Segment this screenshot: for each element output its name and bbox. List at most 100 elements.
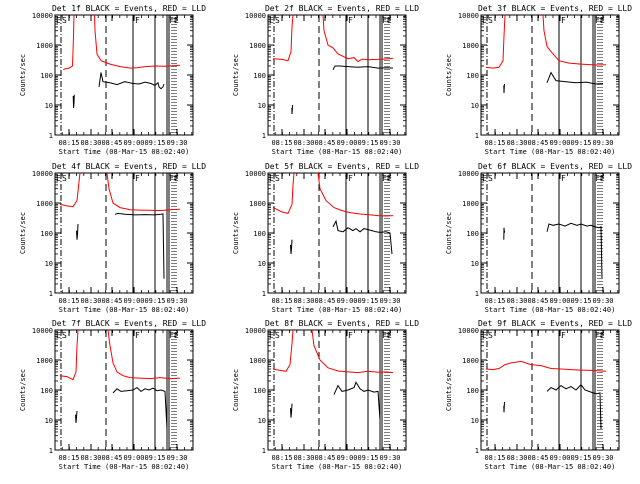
- marker-label-F: F: [135, 16, 140, 25]
- red-lld-line: [317, 173, 394, 217]
- x-tick-label: 09:30: [166, 454, 187, 462]
- x-tick-label: 08:45: [527, 139, 548, 147]
- black-events-line: [112, 386, 168, 430]
- x-tick-label: 08:45: [314, 139, 335, 147]
- y-axis-label: Counts/sec: [19, 369, 27, 411]
- y-tick-label: 1: [475, 290, 479, 298]
- x-axis-label: Start Time (08-Mar-15 08:02:40): [59, 148, 190, 156]
- marker-lines: [273, 173, 390, 293]
- panel-8: Det 8f BLACK = Events, RED = LLD 1 10 100 10…: [232, 319, 419, 471]
- y-tick-label: 100: [466, 387, 479, 395]
- x-tick-label: 08:45: [527, 454, 548, 462]
- black-events-line: [503, 227, 506, 240]
- x-tick-label: 09:30: [166, 139, 187, 147]
- red-lld-line: [272, 330, 294, 372]
- y-tick-label: 10000: [32, 327, 53, 335]
- red-lld-line: [62, 15, 75, 71]
- panel-title: Det 9f BLACK = Events, RED = LLD: [478, 319, 632, 328]
- y-tick-label: 100: [40, 387, 53, 395]
- x-axis-label: Start Time (08-Mar-15 08:02:40): [485, 306, 616, 314]
- x-tick-label: 08:45: [101, 139, 122, 147]
- marker-label-FE: FE: [595, 331, 605, 340]
- panel-5: Det 5f BLACK = Events, RED = LLD 1 10 100 10…: [232, 162, 419, 314]
- x-tick-label: 09:30: [379, 454, 400, 462]
- marker-label-S: S: [488, 331, 493, 340]
- black-events-line: [503, 401, 505, 413]
- marker-label-E: E: [269, 16, 274, 25]
- y-tick-label: 1000: [249, 42, 266, 50]
- black-events-line: [503, 83, 505, 94]
- marker-label-FE: FE: [595, 16, 605, 25]
- panel-title: Det 1f BLACK = Events, RED = LLD: [52, 4, 206, 13]
- marker-label-F: F: [561, 16, 566, 25]
- panel-2: Det 2f BLACK = Events, RED = LLD 1 10 100 10…: [232, 4, 419, 156]
- black-events-line: [291, 104, 294, 115]
- marker-lines: [486, 330, 603, 450]
- marker-label-E: E: [482, 174, 487, 183]
- x-tick-label: 09:30: [592, 297, 613, 305]
- y-tick-label: 10000: [32, 12, 53, 20]
- y-axis-label: Counts/sec: [445, 212, 453, 254]
- panel-title: Det 8f BLACK = Events, RED = LLD: [265, 319, 419, 328]
- y-tick-label: 1000: [36, 357, 53, 365]
- black-events-line: [72, 94, 75, 108]
- marker-lines: [486, 15, 603, 135]
- x-tick-label: 09:30: [379, 297, 400, 305]
- marker-label-F: F: [348, 331, 353, 340]
- y-tick-label: 10000: [458, 12, 479, 20]
- x-tick-label: 08:15: [58, 297, 79, 305]
- y-tick-label: 100: [253, 387, 266, 395]
- x-tick-label: 09:30: [592, 139, 613, 147]
- y-tick-label: 100: [253, 230, 266, 238]
- y-tick-label: 10000: [245, 12, 266, 20]
- x-tick-label: 09:00: [123, 297, 144, 305]
- y-axis-label: Counts/sec: [232, 212, 240, 254]
- x-tick-label: 08:30: [80, 297, 101, 305]
- x-tick-label: 08:15: [484, 297, 505, 305]
- black-events-line: [546, 222, 603, 279]
- x-tick-label: 08:15: [58, 139, 79, 147]
- y-tick-label: 1: [262, 447, 266, 455]
- marker-label-F: F: [561, 174, 566, 183]
- x-tick-label: 08:30: [506, 139, 527, 147]
- black-events-line: [546, 383, 602, 430]
- red-lld-line: [107, 330, 181, 380]
- x-tick-label: 09:15: [570, 297, 591, 305]
- marker-label-F: F: [135, 331, 140, 340]
- y-tick-label: 10000: [458, 170, 479, 178]
- x-tick-label: 09:15: [144, 297, 165, 305]
- marker-label-E: E: [56, 331, 61, 340]
- y-tick-label: 1: [49, 132, 53, 140]
- black-events-line: [332, 219, 393, 255]
- y-tick-label: 10000: [245, 327, 266, 335]
- y-tick-label: 100: [466, 230, 479, 238]
- y-tick-label: 10: [45, 102, 53, 110]
- panel-1: Det 1f BLACK = Events, RED = LLD 1 10 100 10…: [19, 4, 206, 156]
- marker-label-F: F: [348, 174, 353, 183]
- marker-label-E: E: [269, 331, 274, 340]
- marker-label-FE: FE: [169, 174, 179, 183]
- marker-label-S: S: [62, 174, 67, 183]
- marker-label-S: S: [62, 16, 67, 25]
- black-events-line: [546, 71, 604, 85]
- panel-3: Det 3f BLACK = Events, RED = LLD 1 10 100 10…: [445, 4, 632, 156]
- y-tick-label: 1: [262, 290, 266, 298]
- x-tick-label: 09:00: [336, 297, 357, 305]
- x-axis-label: Start Time (08-Mar-15 08:02:40): [485, 463, 616, 471]
- x-tick-label: 09:00: [549, 297, 570, 305]
- x-axis-label: Start Time (08-Mar-15 08:02:40): [485, 148, 616, 156]
- marker-label-S: S: [275, 16, 280, 25]
- x-axis-label: Start Time (08-Mar-15 08:02:40): [272, 463, 403, 471]
- marker-label-E: E: [56, 174, 61, 183]
- x-tick-label: 08:45: [101, 297, 122, 305]
- y-tick-label: 1000: [462, 42, 479, 50]
- y-tick-label: 1: [49, 447, 53, 455]
- y-tick-label: 100: [253, 72, 266, 80]
- y-tick-label: 100: [40, 72, 53, 80]
- y-tick-label: 10000: [245, 170, 266, 178]
- panel-title: Det 5f BLACK = Events, RED = LLD: [265, 162, 419, 171]
- x-tick-label: 08:15: [271, 297, 292, 305]
- series-group: [59, 330, 181, 430]
- panel-7: Det 7f BLACK = Events, RED = LLD 1 10 100 10…: [19, 319, 206, 471]
- panel-title: Det 6f BLACK = Events, RED = LLD: [478, 162, 632, 171]
